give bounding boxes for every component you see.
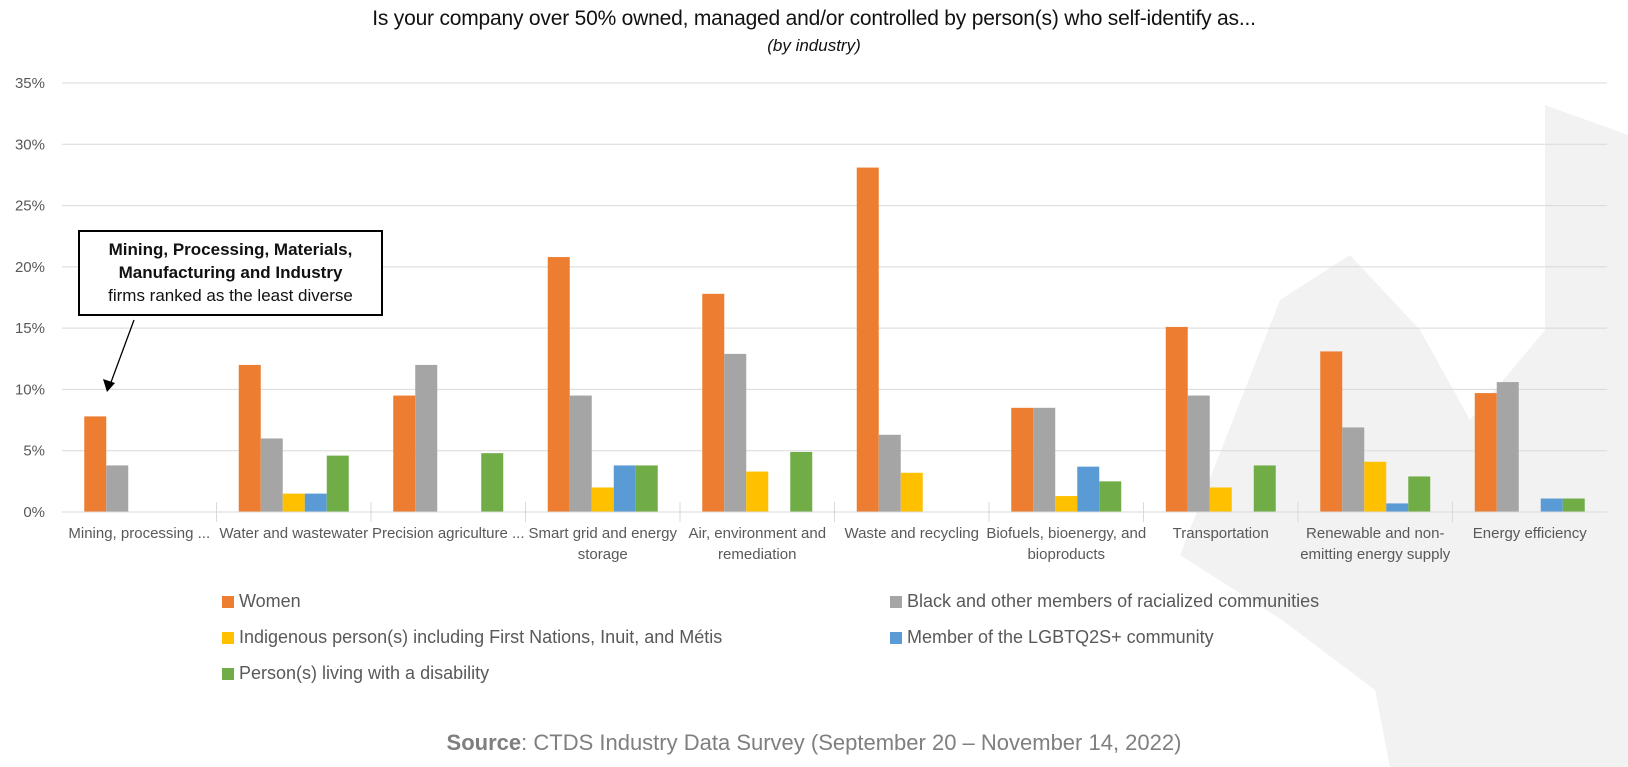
legend-label: Person(s) living with a disability: [239, 663, 490, 683]
y-tick-label: 10%: [15, 381, 45, 398]
bar: [746, 471, 769, 512]
callout-arrow-head: [103, 379, 115, 392]
source-text: : CTDS Industry Data Survey (September 2…: [521, 730, 1182, 755]
x-tick-label: Smart grid and energy storage: [528, 525, 677, 563]
y-tick-label: 15%: [15, 320, 45, 337]
callout-bold-text: Mining, Processing, Materials, Manufactu…: [108, 240, 353, 282]
chart-title: Is your company over 50% owned, managed …: [372, 7, 1256, 30]
bar: [1011, 407, 1034, 512]
x-axis: [62, 502, 1607, 522]
bar: [1408, 476, 1431, 512]
bar: [238, 364, 261, 512]
y-tick-label: 5%: [23, 443, 45, 460]
y-tick-label: 35%: [15, 75, 45, 92]
legend-label: Black and other members of racialized co…: [907, 591, 1320, 611]
y-tick-label: 25%: [15, 198, 45, 215]
y-axis-ticks: 0% 5% 10% 15% 20% 25% 30% 35%: [15, 75, 45, 521]
bar: [856, 167, 879, 512]
legend-swatch: [890, 631, 902, 644]
x-tick-label: Air, environment and remediation: [688, 525, 827, 563]
callout-annotation: Mining, Processing, Materials, Manufactu…: [78, 230, 383, 316]
bar: [1342, 427, 1365, 512]
callout-arrow: [103, 319, 135, 392]
bar: [1562, 498, 1585, 512]
legend-item: Women: [222, 591, 301, 612]
bar: [260, 438, 283, 512]
bar: [1033, 407, 1056, 512]
x-tick-label: Transportation: [1172, 525, 1269, 542]
x-tick-label: Precision agriculture ...: [371, 525, 525, 542]
bar: [1209, 487, 1232, 512]
callout-arrow-line: [109, 319, 135, 386]
bar: [591, 487, 614, 512]
legend-swatch: [222, 631, 234, 644]
x-tick-label: Water and wastewater: [219, 525, 369, 542]
legend-label: Member of the LGBTQ2S+ community: [907, 627, 1214, 647]
x-tick-label: Waste and recycling: [844, 525, 979, 542]
y-tick-label: 30%: [15, 136, 45, 153]
source-note: Source: CTDS Industry Data Survey (Septe…: [0, 730, 1628, 756]
legend-label: Indigenous person(s) including First Nat…: [239, 627, 723, 647]
bar: [1187, 395, 1210, 512]
x-tick-label: Renewable and non-emitting energy supply: [1300, 525, 1451, 563]
bar: [702, 293, 725, 512]
bar: [569, 395, 592, 512]
bar: [613, 465, 636, 512]
source-label: Source: [446, 730, 522, 755]
bar: [106, 465, 129, 512]
legend-item: Indigenous person(s) including First Nat…: [222, 627, 722, 648]
callout-text: firms ranked as the least diverse: [108, 286, 353, 305]
bar: [282, 493, 305, 512]
bar: [878, 434, 901, 512]
y-tick-label: 20%: [15, 259, 45, 276]
bar: [790, 451, 813, 512]
x-tick-label: Biofuels, bioenergy, and bioproducts: [986, 525, 1147, 563]
x-tick-label: Energy efficiency: [1472, 525, 1587, 542]
bar: [1253, 465, 1276, 512]
bar: [1077, 466, 1100, 512]
legend-item: Member of the LGBTQ2S+ community: [890, 627, 1214, 648]
bar: [84, 416, 107, 512]
bar: [415, 364, 438, 512]
bar: [1540, 498, 1563, 512]
bar: [1364, 461, 1387, 512]
bar: [326, 455, 349, 512]
bar: [393, 395, 416, 512]
bar: [900, 472, 923, 512]
bar: [1474, 393, 1497, 512]
bar: [481, 453, 504, 512]
legend-item: Person(s) living with a disability: [222, 663, 489, 684]
bar: [1320, 351, 1343, 512]
bar: [547, 257, 570, 512]
bar: [724, 353, 747, 512]
bar: [1165, 326, 1188, 512]
y-tick-label: 0%: [23, 504, 45, 521]
legend-item: Black and other members of racialized co…: [890, 591, 1319, 612]
bar: [1055, 496, 1078, 512]
legend-swatch: [222, 667, 234, 680]
bar: [1099, 481, 1122, 512]
bar: [635, 465, 658, 512]
bar: [1496, 382, 1519, 512]
bar: [1386, 503, 1409, 512]
chart-subtitle: (by industry): [767, 36, 861, 55]
legend-label: Women: [239, 591, 301, 611]
bar: [304, 493, 327, 512]
legend-swatch: [890, 595, 902, 608]
x-tick-label: Mining, processing ...: [68, 525, 211, 542]
bars: [84, 167, 1585, 512]
legend-swatch: [222, 595, 234, 608]
